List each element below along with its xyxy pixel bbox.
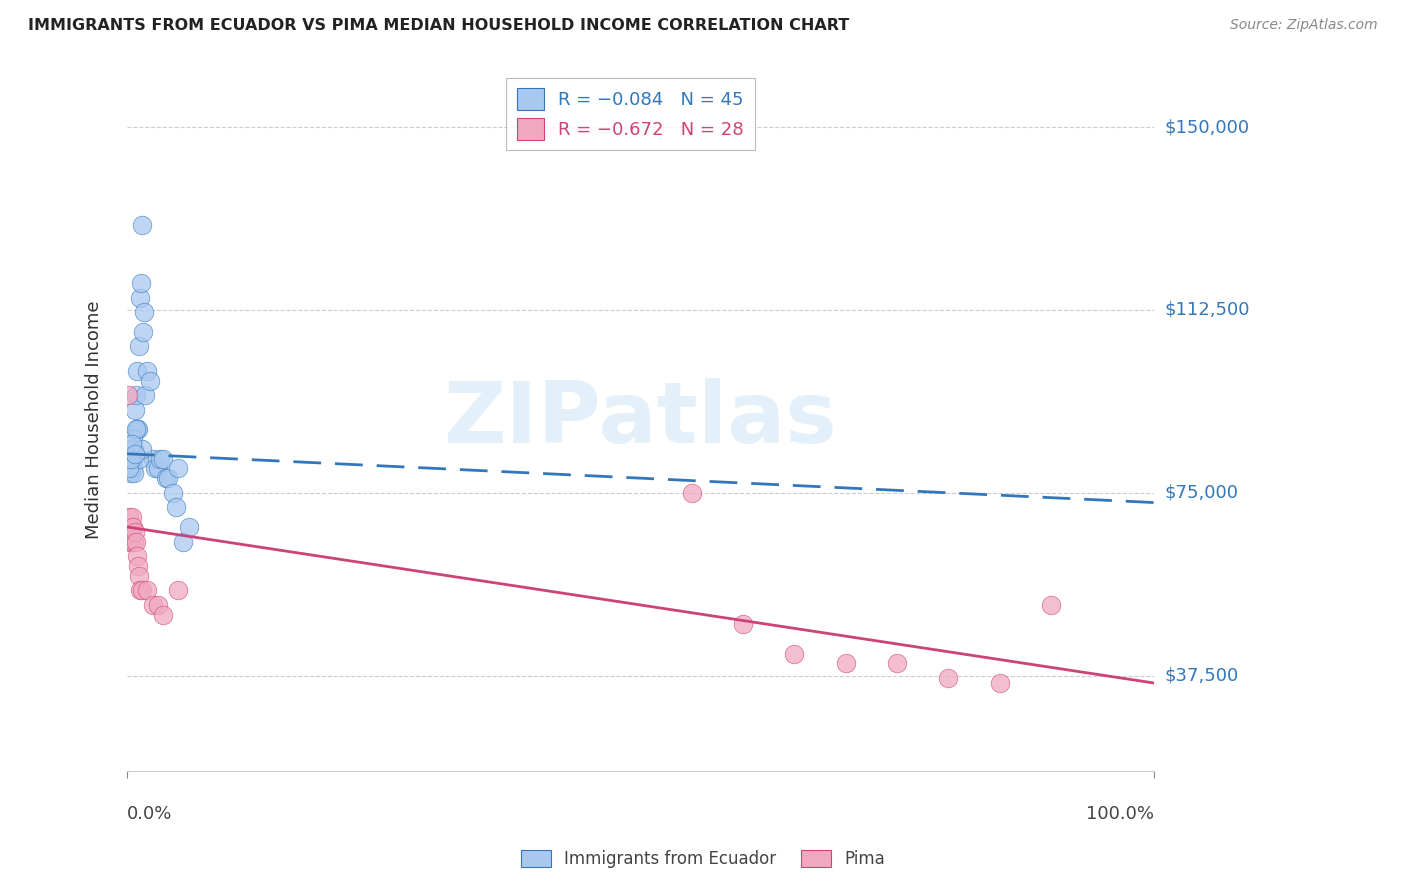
Point [129,583,152,598]
Point [128,339,150,353]
Point [125,422,148,436]
Point [1040,598,1063,612]
Point [681,485,703,500]
Point [120,442,142,456]
Legend: Immigrants from Ecuador, Pima: Immigrants from Ecuador, Pima [515,843,891,875]
Point [132,325,155,339]
Point [120,467,142,481]
Point [146,461,169,475]
Point [156,471,179,485]
Point [131,583,153,598]
Point [146,598,169,612]
Point [177,520,200,534]
Point [127,422,149,436]
Point [124,403,146,417]
Point [122,520,145,534]
Point [122,461,145,475]
Point [122,451,145,466]
Point [142,598,165,612]
Point [128,568,150,582]
Point [152,451,174,466]
Point [129,291,152,305]
Point [136,364,159,378]
Point [127,549,149,564]
Point [886,657,908,671]
Text: Source: ZipAtlas.com: Source: ZipAtlas.com [1230,18,1378,32]
Point [127,558,149,573]
Point [149,451,172,466]
Text: IMMIGRANTS FROM ECUADOR VS PIMA MEDIAN HOUSEHOLD INCOME CORRELATION CHART: IMMIGRANTS FROM ECUADOR VS PIMA MEDIAN H… [28,18,849,33]
Text: ZIPatlas: ZIPatlas [443,378,837,461]
Text: 0.0%: 0.0% [127,805,173,823]
Point [121,447,143,461]
Point [136,583,159,598]
Point [125,388,148,402]
Point [121,520,143,534]
Point [155,471,177,485]
Point [134,388,156,402]
Point [124,447,146,461]
Point [118,510,141,524]
Point [134,305,156,319]
Point [121,437,143,451]
Text: $112,500: $112,500 [1166,301,1250,319]
Text: $75,000: $75,000 [1166,483,1239,502]
Point [835,657,858,671]
Point [124,524,146,539]
Point [138,374,160,388]
Point [121,510,143,524]
Point [988,676,1011,690]
Point [122,442,145,456]
Point [118,461,141,475]
Point [142,451,165,466]
Point [118,442,141,456]
Point [172,534,194,549]
Point [121,457,143,471]
Point [120,534,142,549]
Point [128,451,150,466]
Point [125,534,148,549]
Point [783,647,806,661]
Point [131,442,153,456]
Point [167,461,190,475]
Point [731,617,754,632]
Point [122,432,145,446]
Point [127,422,149,436]
Point [131,218,153,232]
Point [127,364,149,378]
Text: 100.0%: 100.0% [1085,805,1154,823]
Point [938,671,960,685]
Text: $37,500: $37,500 [1166,666,1239,685]
Point [167,583,190,598]
Point [117,388,139,402]
Point [120,451,142,466]
Point [152,607,174,622]
Text: $150,000: $150,000 [1166,118,1250,136]
Point [118,461,141,475]
Point [129,276,152,290]
Point [143,461,166,475]
Point [162,485,184,500]
Point [118,447,141,461]
Y-axis label: Median Household Income: Median Household Income [86,301,103,539]
Legend: R = −0.084   N = 45, R = −0.672   N = 28: R = −0.084 N = 45, R = −0.672 N = 28 [506,78,755,151]
Point [118,534,141,549]
Point [122,467,145,481]
Point [122,534,145,549]
Point [165,500,187,515]
